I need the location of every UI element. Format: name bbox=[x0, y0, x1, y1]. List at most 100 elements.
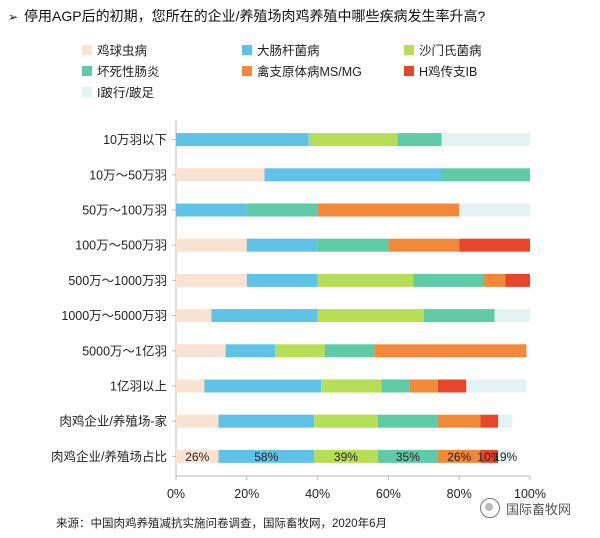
bar-segment bbox=[308, 133, 398, 147]
legend-swatch bbox=[82, 44, 92, 55]
legend-swatch bbox=[242, 65, 252, 76]
legend-swatch bbox=[404, 65, 414, 76]
legend-label: 坏死性肠炎 bbox=[97, 65, 160, 79]
x-tick-label: 20% bbox=[234, 487, 259, 501]
bar-segment bbox=[321, 379, 382, 393]
legend-label: I跛行/跛足 bbox=[97, 86, 154, 100]
bar-segment bbox=[480, 449, 499, 463]
bar-segment bbox=[437, 449, 481, 463]
bar-segment bbox=[494, 309, 530, 323]
bar-segment bbox=[176, 449, 219, 463]
x-tick-label: 100% bbox=[514, 487, 546, 501]
bar-segment bbox=[246, 273, 318, 287]
bar-segment bbox=[459, 203, 530, 217]
legend-item: 沙门氏菌病 bbox=[404, 40, 482, 59]
legend-item: I跛行/跛足 bbox=[82, 82, 154, 101]
bar-segment bbox=[374, 344, 527, 358]
bar-segment bbox=[480, 414, 499, 428]
bar-segment bbox=[314, 414, 378, 428]
bar-segment bbox=[275, 344, 325, 358]
legend-item: H鸡传支IB bbox=[404, 61, 477, 80]
legend-label: H鸡传支IB bbox=[419, 65, 478, 79]
category-label: 1000万～5000万羽 bbox=[61, 309, 167, 323]
bar-segment bbox=[211, 309, 318, 323]
data-label: 58% bbox=[254, 450, 278, 464]
bar-segment bbox=[498, 449, 513, 463]
bar-segment bbox=[441, 133, 530, 147]
legend-swatch bbox=[404, 44, 414, 55]
bar-segment bbox=[317, 309, 424, 323]
bar-segment bbox=[441, 168, 530, 182]
category-label: 100万～500万羽 bbox=[75, 239, 167, 253]
bar-segment bbox=[317, 238, 389, 252]
bar-segment bbox=[176, 133, 309, 147]
bar-segment bbox=[176, 203, 247, 217]
category-label: 肉鸡企业/养殖场-家 bbox=[59, 414, 167, 429]
bar-segment bbox=[218, 414, 315, 428]
question-title: ➢ 停用AGP后的初期，您所在的企业/养殖场肉鸡养殖中哪些疾病发生率升高? bbox=[8, 6, 485, 26]
bar-segment bbox=[466, 379, 527, 393]
legend-item: 禽支原体病MS/MG bbox=[242, 61, 362, 80]
legend-item: 坏死性肠炎 bbox=[82, 61, 160, 80]
legend-swatch bbox=[82, 86, 92, 97]
bar-segment bbox=[413, 273, 484, 287]
bar-segment bbox=[423, 309, 495, 323]
category-label: 5000万～1亿羽 bbox=[82, 343, 167, 358]
data-label: 10% bbox=[477, 450, 501, 464]
bar-segment bbox=[204, 379, 322, 393]
watermark: 国际畜牧网 bbox=[480, 498, 571, 518]
bar-segment bbox=[483, 273, 506, 287]
legend-label: 禽支原体病MS/MG bbox=[257, 65, 362, 79]
bar-segment bbox=[218, 449, 315, 463]
legend-item: 大肠杆菌病 bbox=[242, 40, 320, 59]
bar-segment bbox=[176, 273, 247, 287]
data-label: 26% bbox=[185, 450, 209, 464]
category-label: 1亿羽以上 bbox=[110, 379, 167, 394]
bar-segment bbox=[246, 238, 318, 252]
question-text: 停用AGP后的初期，您所在的企业/养殖场肉鸡养殖中哪些疾病发生率升高? bbox=[24, 8, 486, 24]
bar-segment bbox=[317, 203, 460, 217]
bar-segment bbox=[459, 238, 530, 252]
x-tick-label: 0% bbox=[167, 487, 185, 501]
bar-segment bbox=[397, 133, 442, 147]
x-tick-label: 60% bbox=[376, 487, 401, 501]
bar-segment bbox=[388, 238, 460, 252]
legend-label: 大肠杆菌病 bbox=[257, 44, 320, 58]
source-note: 来源：中国肉鸡养殖减抗实施问卷调查，国际畜牧网，2020年6月 bbox=[56, 518, 387, 530]
bar-segment bbox=[377, 414, 438, 428]
bar-segment bbox=[437, 414, 481, 428]
bar-segment bbox=[225, 344, 276, 358]
bar-segment bbox=[505, 273, 530, 287]
legend-swatch bbox=[82, 65, 92, 76]
data-label: 35% bbox=[396, 450, 420, 464]
bar-segment bbox=[246, 203, 318, 217]
category-label: 10万～50万羽 bbox=[89, 168, 167, 182]
data-label: 26% bbox=[447, 450, 471, 464]
legend-label: 沙门氏菌病 bbox=[419, 44, 482, 58]
legend-swatch bbox=[242, 44, 252, 55]
bar-segment bbox=[324, 344, 375, 358]
legend-item: 鸡球虫病 bbox=[82, 40, 147, 59]
watermark-text: 国际畜牧网 bbox=[506, 501, 572, 517]
bar-segment bbox=[176, 414, 219, 428]
legend-label: 鸡球虫病 bbox=[97, 44, 148, 58]
x-tick-label: 40% bbox=[305, 487, 330, 501]
bar-segment bbox=[317, 273, 414, 287]
bar-segment bbox=[314, 449, 378, 463]
x-tick-label: 80% bbox=[447, 487, 472, 501]
category-label: 50万～100万羽 bbox=[82, 204, 167, 218]
bar-segment bbox=[176, 168, 265, 182]
bar-segment bbox=[176, 238, 247, 252]
watermark-logo-icon bbox=[480, 498, 500, 518]
category-label: 500万～1000万羽 bbox=[68, 274, 167, 288]
bar-segment bbox=[176, 379, 205, 393]
data-label: 39% bbox=[334, 450, 358, 464]
category-label: 10万羽以下 bbox=[103, 133, 167, 147]
bar-segment bbox=[377, 449, 438, 463]
bar-segment bbox=[437, 379, 467, 393]
bar-segment bbox=[264, 168, 442, 182]
arrow-bullet-icon: ➢ bbox=[8, 10, 19, 24]
bar-segment bbox=[498, 414, 513, 428]
bar-segment bbox=[176, 344, 226, 358]
